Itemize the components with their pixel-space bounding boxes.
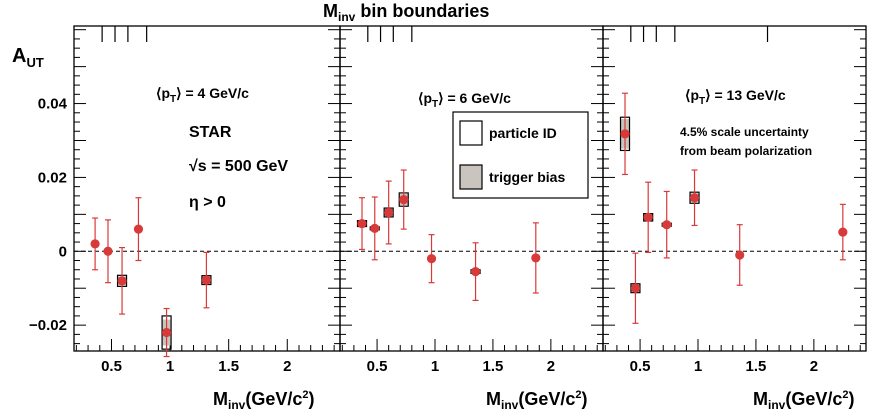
top-title: Minv bin boundaries — [323, 1, 489, 24]
data-point — [643, 212, 653, 222]
panel-3: 0.5 1 1.5 2 — [602, 25, 867, 375]
legend-swatch-trigger-bias — [459, 164, 483, 190]
pt-label-panel-1: ⟨pT⟩ = 4 GeV/c — [156, 85, 249, 105]
y-axis-label: AUT — [12, 45, 44, 70]
x-tick-label: 0.5 — [630, 358, 651, 375]
x-tick-label: 1.5 — [218, 358, 239, 375]
data-point — [426, 254, 437, 264]
y-tick-label: −0.02 — [29, 317, 67, 334]
x-axis-label-panel-1: Minv(GeV/c2) — [213, 389, 315, 412]
x-tick-label: 1 — [166, 358, 174, 375]
x-tick-label: 0.5 — [101, 358, 122, 375]
x-tick-label: 0.5 — [367, 358, 388, 375]
x-tick-label: 2 — [547, 358, 555, 375]
legend-label-trigger-bias: trigger bias — [489, 169, 565, 185]
data-point — [470, 266, 481, 277]
data-point — [133, 224, 144, 234]
data-point — [662, 220, 672, 230]
x-tick-label: 1.5 — [483, 358, 504, 375]
panel-2: 0.5 1 1.5 2 — [339, 25, 604, 375]
experiment-label: STAR — [189, 124, 232, 141]
data-point — [620, 129, 630, 139]
y-tick-label: 0.02 — [38, 169, 67, 186]
legend-label-particle-id: particle ID — [489, 125, 557, 141]
x-axis-label-panel-3: Minv(GeV/c2) — [753, 389, 855, 412]
data-point — [117, 276, 127, 286]
data-point — [103, 246, 113, 256]
x-tick-label: 1 — [431, 358, 439, 375]
x-axis-label-panel-2: Minv(GeV/c2) — [486, 389, 588, 412]
y-tick-label: 0.04 — [38, 96, 68, 113]
legend: particle ID trigger bias — [452, 111, 589, 199]
legend-swatch-particle-id — [459, 120, 483, 146]
energy-label: √s = 500 GeV — [189, 158, 288, 175]
scale-uncertainty-line-1: 4.5% scale uncertainty — [680, 125, 809, 139]
x-tick-label: 2 — [810, 358, 818, 375]
eta-label: η > 0 — [189, 194, 226, 211]
data-point — [370, 223, 380, 233]
data-point — [531, 253, 541, 263]
y-tick-label: 0 — [59, 243, 67, 260]
x-tick-label: 1.5 — [746, 358, 767, 375]
data-point — [201, 275, 212, 285]
data-point — [838, 227, 848, 237]
x-tick-label: 1 — [694, 358, 702, 375]
data-point — [689, 193, 700, 203]
data-point — [90, 239, 100, 249]
data-point — [399, 194, 409, 205]
data-point — [735, 250, 745, 260]
pt-label-panel-2: ⟨pT⟩ = 6 GeV/c — [418, 90, 511, 110]
x-tick-label: 2 — [283, 358, 291, 375]
data-point — [161, 327, 172, 338]
plot-panels: 0.5 1 1.5 2 0.5 1 1.5 2 0.5 1 1.5 2 −0.02 0 0.02 0.04 — [29, 25, 867, 375]
data-point — [630, 283, 641, 293]
pt-label-panel-3: ⟨pT⟩ = 13 GeV/c — [685, 87, 786, 107]
panel-1: 0.5 1 1.5 2 — [73, 25, 341, 375]
panel-frame — [602, 25, 867, 352]
scale-uncertainty-line-2: from beam polarization — [680, 144, 812, 158]
data-point — [357, 218, 367, 229]
data-point — [384, 207, 394, 218]
